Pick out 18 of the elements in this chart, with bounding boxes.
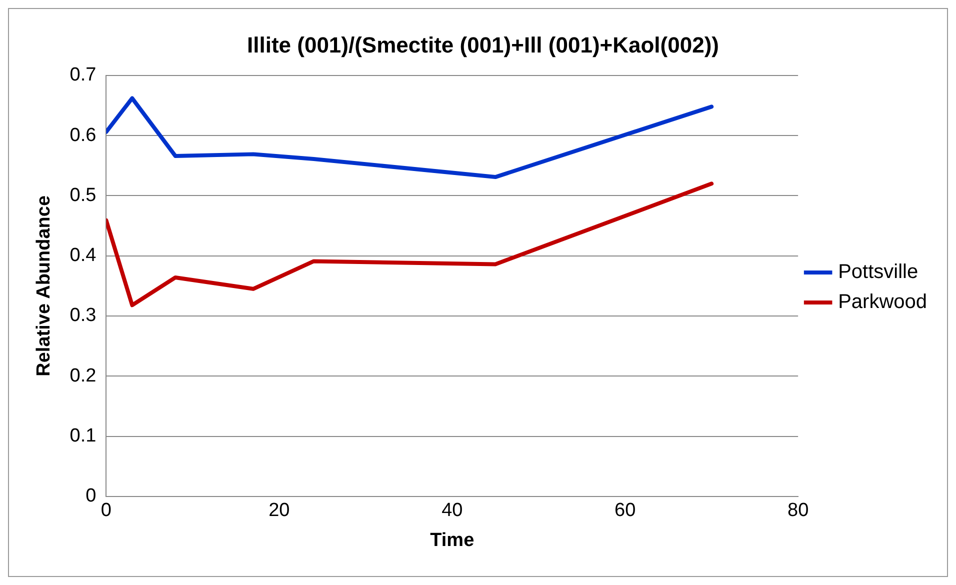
x-tick-label: 40 [442, 500, 463, 522]
y-tick-label: 0.1 [70, 425, 96, 446]
y-tick-label: 0.5 [70, 184, 96, 206]
y-tick-label: 0.3 [70, 305, 96, 326]
chart-title: Illite (001)/(Smectite (001)+Ill (001)+Kaol(002)) [247, 32, 719, 58]
x-tick-label: 60 [614, 500, 636, 522]
legend-label: Parkwood [838, 291, 927, 314]
legend-label: Pottsville [838, 261, 918, 284]
x-axis-title: Time [430, 530, 474, 551]
y-tick-label: 0.7 [70, 64, 96, 86]
x-tick-label: 0 [100, 500, 112, 522]
y-tick-label: 0.4 [70, 245, 97, 266]
x-tick-label: 20 [268, 500, 290, 522]
y-tick-label: 0.2 [70, 365, 96, 386]
y-tick-label: 0.6 [70, 124, 96, 146]
y-tick-label: 0 [86, 486, 96, 507]
y-axis-title: Relative Abundance [34, 195, 55, 376]
x-tick-label: 80 [787, 500, 809, 522]
